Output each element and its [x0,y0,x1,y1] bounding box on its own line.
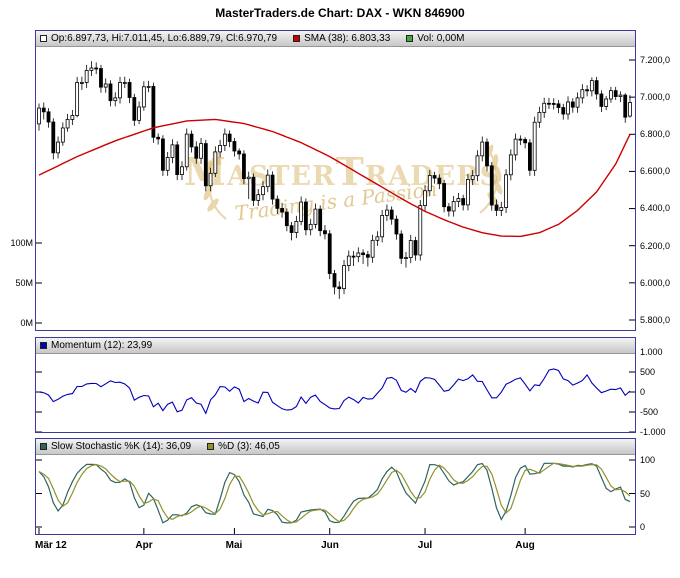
volume-swatch-icon [406,35,414,42]
momentum-legend: Momentum (12): 23,99 [36,338,635,354]
stochastic-k-legend: Slow Stochastic %K (14): 36,09 [40,441,191,452]
month-label: Aug [515,540,535,551]
stochastic-legend: Slow Stochastic %K (14): 36,09 %D (3): 4… [36,439,635,455]
momentum-tick-label: 0 [640,387,646,397]
stochastic-d-legend: %D (3): 46,05 [207,441,280,452]
momentum-tick-label: 500 [640,367,656,377]
volume-legend-label: Vol: 0,00M [417,33,465,44]
stochastic-k-swatch-icon [40,443,47,450]
stochastic-tick-label: 0 [640,522,646,532]
stochastic-chart-canvas [36,459,635,534]
sma-legend-label: SMA (38): 6.803,33 [304,33,391,44]
price-tick-label: 5.800,0 [640,315,671,325]
ohlc-legend: Op:6.897,73, Hi:7.011,45, Lo:6.889,79, C… [40,33,277,44]
momentum-tick-label: -1.000 [640,427,666,437]
chart-title: MasterTraders.de Chart: DAX - WKN 846900 [215,6,465,20]
price-tick-label: 6.000,0 [640,278,671,288]
stochastic-tick-label: 50 [640,489,651,499]
price-tick-label: 6.200,0 [640,241,671,251]
sma-swatch-icon [293,35,301,42]
momentum-tick-label: -500 [640,407,659,417]
candlestick-swatch-icon [40,35,47,42]
price-tick-label: 6.600,0 [640,166,671,176]
month-label: Jun [321,540,339,551]
price-tick-label: 7.200,0 [640,55,671,65]
month-label: Mär 12 [35,540,67,551]
price-tick-label: 6.800,0 [640,129,671,139]
month-label: Apr [135,540,153,551]
price-tick-label: 6.400,0 [640,203,671,213]
price-legend: Op:6.897,73, Hi:7.011,45, Lo:6.889,79, C… [36,31,635,47]
stochastic-k-legend-label: Slow Stochastic %K (14): 36,09 [51,441,192,452]
stochastic-d-legend-label: %D (3): 46,05 [218,441,280,452]
month-label: Jul [417,540,433,551]
price-panel: MasterTraders Trading is a Passion [35,30,636,331]
ohlc-legend-label: Op:6.897,73, Hi:7.011,45, Lo:6.889,79, C… [51,33,278,44]
price-chart-canvas [36,59,635,324]
sma-legend: SMA (38): 6.803,33 [293,33,390,44]
momentum-swatch-icon [40,342,47,349]
stochastic-d-swatch-icon [207,443,215,450]
month-label: Mai [225,540,243,551]
momentum-legend-label: Momentum (12): 23,99 [51,340,153,351]
volume-tick-label: 50M [15,278,33,288]
stochastic-tick-label: 100 [640,455,656,465]
momentum-panel: Momentum (12): 23,99 [35,337,636,433]
volume-tick-label: 100M [10,238,33,248]
stochastic-panel: Slow Stochastic %K (14): 36,09 %D (3): 4… [35,438,636,535]
price-tick-label: 7.000,0 [640,92,671,102]
volume-tick-label: 0M [20,318,33,328]
volume-legend: Vol: 0,00M [406,33,465,44]
momentum-legend-item: Momentum (12): 23,99 [40,340,152,351]
momentum-tick-label: 1.000 [640,347,663,357]
